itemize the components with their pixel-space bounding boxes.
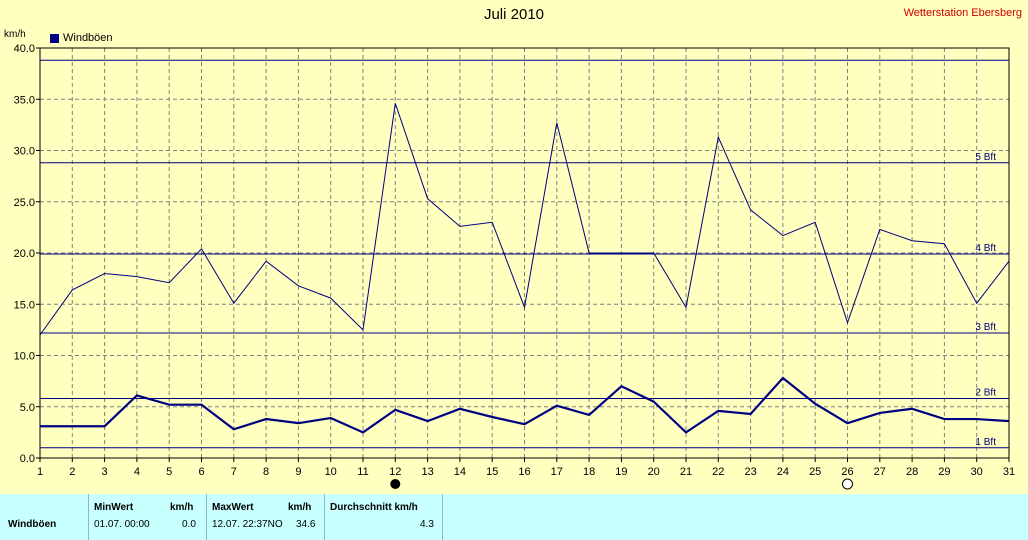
y-tick-label: 35.0 [14, 94, 35, 106]
y-tick-label: 30.0 [14, 146, 35, 158]
x-tick-label: 9 [295, 466, 301, 478]
x-tick-label: 29 [938, 466, 950, 478]
full-moon-icon [842, 478, 853, 490]
threshold-label: 4 Bft [975, 243, 996, 254]
x-tick-label: 12 [389, 466, 401, 478]
x-tick-label: 25 [809, 466, 821, 478]
threshold-label: 5 Bft [975, 152, 996, 163]
legend-label: Windböen [63, 32, 113, 44]
x-tick-label: 31 [1003, 466, 1015, 478]
station-name: Wetterstation Ebersberg [903, 7, 1022, 19]
threshold-label: 2 Bft [975, 388, 996, 399]
header-max-unit: km/h [288, 502, 312, 513]
table-divider [324, 494, 325, 540]
x-tick-label: 16 [518, 466, 530, 478]
y-tick-label: 5.0 [20, 402, 35, 414]
x-tick-label: 30 [971, 466, 983, 478]
chart-title: Juli 2010 [483, 6, 545, 23]
table-divider [442, 494, 443, 540]
series-line-gusts [39, 103, 1010, 336]
x-tick-label: 6 [198, 466, 204, 478]
x-tick-label: 3 [102, 466, 108, 478]
series-line-average [40, 376, 1010, 434]
y-tick-label: 0.0 [20, 453, 35, 465]
y-tick-label: 10.0 [14, 351, 35, 363]
min-value: 0.0 [182, 519, 196, 530]
x-tick-label: 28 [906, 466, 918, 478]
x-tick-label: 5 [166, 466, 172, 478]
x-tick-label: 17 [551, 466, 563, 478]
new-moon-icon [390, 479, 401, 489]
threshold-label: 1 Bft [975, 437, 996, 448]
x-tick-label: 15 [486, 466, 498, 478]
x-tick-label: 4 [134, 466, 140, 478]
y-tick-label: 15.0 [14, 299, 35, 311]
x-tick-label: 26 [841, 466, 853, 478]
row-label: Windböen [8, 519, 57, 530]
y-axis-unit: km/h [4, 29, 26, 40]
x-tick-label: 14 [454, 466, 466, 478]
min-time: 01.07. 00:00 [94, 519, 150, 530]
header-max: MaxWert [212, 502, 254, 513]
header-avg: Durchschnitt km/h [330, 502, 418, 513]
threshold-label: 3 Bft [975, 322, 996, 333]
x-tick-label: 13 [421, 466, 433, 478]
x-tick-label: 24 [777, 466, 789, 478]
x-tick-label: 19 [615, 466, 627, 478]
x-tick-label: 22 [712, 466, 724, 478]
x-tick-label: 8 [263, 466, 269, 478]
x-tick-label: 11 [357, 466, 368, 478]
x-tick-label: 20 [648, 466, 660, 478]
y-tick-label: 20.0 [14, 248, 35, 260]
table-divider [206, 494, 207, 540]
x-tick-label: 2 [69, 466, 75, 478]
table-divider [88, 494, 89, 540]
legend: Windböen [50, 32, 113, 44]
chart: 0.05.010.015.020.025.030.035.040.01 2 3 4 5 6… [14, 43, 1015, 490]
x-tick-label: 23 [744, 466, 756, 478]
x-tick-label: 18 [583, 466, 595, 478]
max-time: 12.07. 22:37NO [212, 519, 283, 530]
x-tick-label: 7 [231, 466, 237, 478]
y-tick-label: 25.0 [14, 197, 35, 209]
x-tick-label: 27 [874, 466, 886, 478]
header-min: MinWert [94, 502, 134, 513]
avg-value: 4.3 [420, 519, 434, 530]
x-tick-label: 1 [37, 466, 43, 478]
x-tick-label: 10 [325, 466, 337, 478]
legend-swatch [50, 33, 59, 43]
x-tick-label: 21 [680, 466, 692, 478]
y-tick-label: 40.0 [14, 43, 35, 55]
header-min-unit: km/h [170, 502, 194, 513]
max-value: 34.6 [296, 519, 316, 530]
stats-table: MinWert km/h MaxWert km/h Durchschnitt k… [0, 494, 1028, 540]
